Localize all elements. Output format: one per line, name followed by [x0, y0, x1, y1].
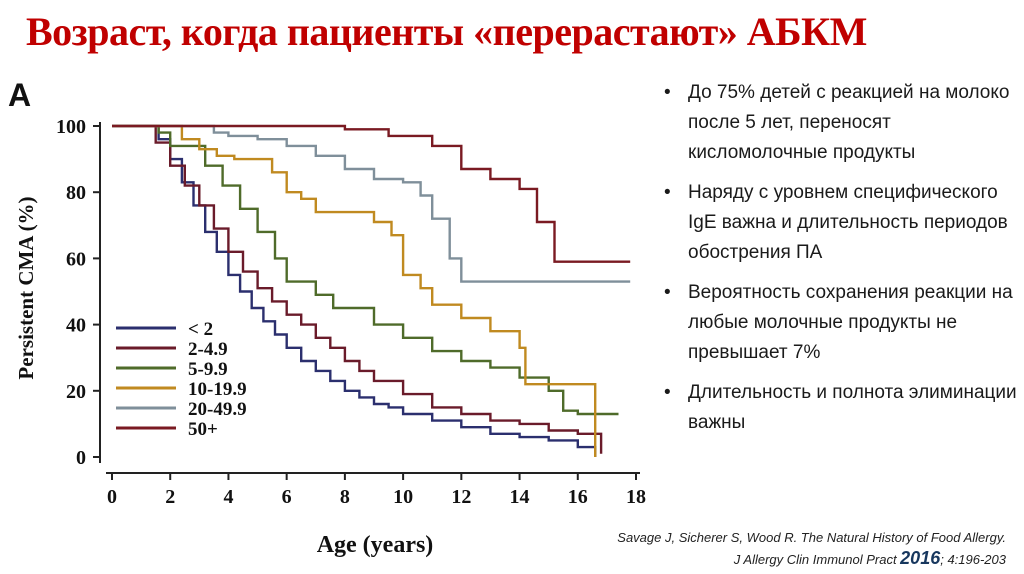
citation-authors: Savage J, Sicherer S, Wood R. The Natura… [617, 530, 1006, 545]
y-tick-label: 100 [56, 116, 86, 138]
chart: 0 20 40 60 80 100 0 2 4 6 8 10 12 14 16 18 < 22-4.95-9.… [8, 77, 646, 558]
series-line-2 [112, 124, 603, 454]
citation: Savage J, Sicherer S, Wood R. The Natura… [536, 528, 1006, 570]
y-tick-label: 40 [66, 315, 86, 337]
citation-pages: ; 4:196-203 [940, 552, 1006, 567]
series-line-4 [112, 124, 597, 457]
legend-label: 50+ [188, 419, 218, 440]
x-tick-label: 4 [223, 486, 233, 508]
legend-label: 20-49.9 [188, 399, 247, 420]
x-tick-label: 0 [107, 486, 117, 508]
x-tick-label: 16 [568, 486, 588, 508]
series-line-1 [112, 124, 597, 457]
x-tick-label: 12 [451, 486, 471, 508]
legend-label: 5-9.9 [188, 359, 228, 380]
x-tick-label: 2 [165, 486, 175, 508]
bullet-item: Наряду с уровнем специфического IgE важн… [662, 178, 1024, 268]
citation-journal-line: J Allergy Clin Immunol Pract 2016; 4:196… [536, 548, 1006, 570]
bullet-item: До 75% детей с реакцией на молоко после … [662, 78, 1024, 168]
y-axis-label: Persistent CMA (%) [14, 196, 38, 379]
citation-year: 2016 [900, 548, 941, 568]
x-tick-label: 14 [510, 486, 530, 508]
citation-journal: J Allergy Clin Immunol Pract [733, 552, 901, 567]
legend-label: 2-4.9 [188, 339, 228, 360]
x-tick-label: 18 [626, 486, 646, 508]
x-tick-label: 6 [282, 486, 292, 508]
y-tick-label: 20 [66, 381, 86, 403]
panel-label: A [8, 77, 31, 113]
y-tick-label: 60 [66, 248, 86, 270]
x-axis-label: Age (years) [317, 532, 434, 558]
legend-label: 10-19.9 [188, 379, 247, 400]
bullet-item: Длительность и полнота элиминации важны [662, 378, 1024, 438]
legend-label: < 2 [188, 319, 213, 340]
y-tick-label: 80 [66, 182, 86, 204]
y-tick-label: 0 [76, 447, 86, 469]
x-tick-label: 10 [393, 486, 413, 508]
x-tick-label: 8 [340, 486, 350, 508]
series-line-6 [112, 124, 631, 263]
bullet-list: До 75% детей с реакцией на молоко после … [662, 78, 1024, 448]
series-line-5 [112, 124, 631, 283]
bullet-item: Вероятность сохранения реакции на любые … [662, 278, 1024, 368]
slide-title: Возраст, когда пациенты «перерастают» АБ… [26, 9, 867, 54]
